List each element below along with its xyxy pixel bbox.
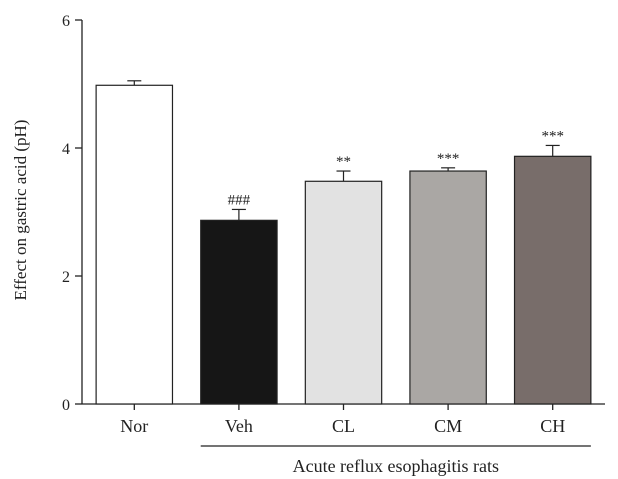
significance-label: *** <box>541 128 564 144</box>
bar-ch <box>513 155 592 405</box>
y-tick-label: 4 <box>62 141 70 158</box>
bar-cl <box>304 180 383 405</box>
y-tick-label: 6 <box>62 13 70 30</box>
x-tick-label: Nor <box>120 416 148 436</box>
y-tick-label: 2 <box>62 269 70 286</box>
bar-veh <box>200 219 278 405</box>
x-tick-label: CL <box>332 416 355 436</box>
x-tick-label: CH <box>540 416 565 436</box>
labels-group: Nor ### Veh ** CL *** CM *** CH <box>120 128 565 436</box>
significance-label: ### <box>228 192 251 208</box>
group-label: Acute reflux esophagitis rats <box>293 456 499 476</box>
x-tick-label: CM <box>434 416 462 436</box>
bar-cm <box>409 170 487 405</box>
significance-label: *** <box>437 151 460 167</box>
significance-label: ** <box>336 154 351 170</box>
y-axis-label: Effect on gastric acid (pH) <box>11 120 30 301</box>
x-tick-label: Veh <box>225 416 253 436</box>
bars-group <box>95 80 592 405</box>
bar-nor <box>95 84 174 405</box>
y-tick-label: 0 <box>62 397 70 414</box>
